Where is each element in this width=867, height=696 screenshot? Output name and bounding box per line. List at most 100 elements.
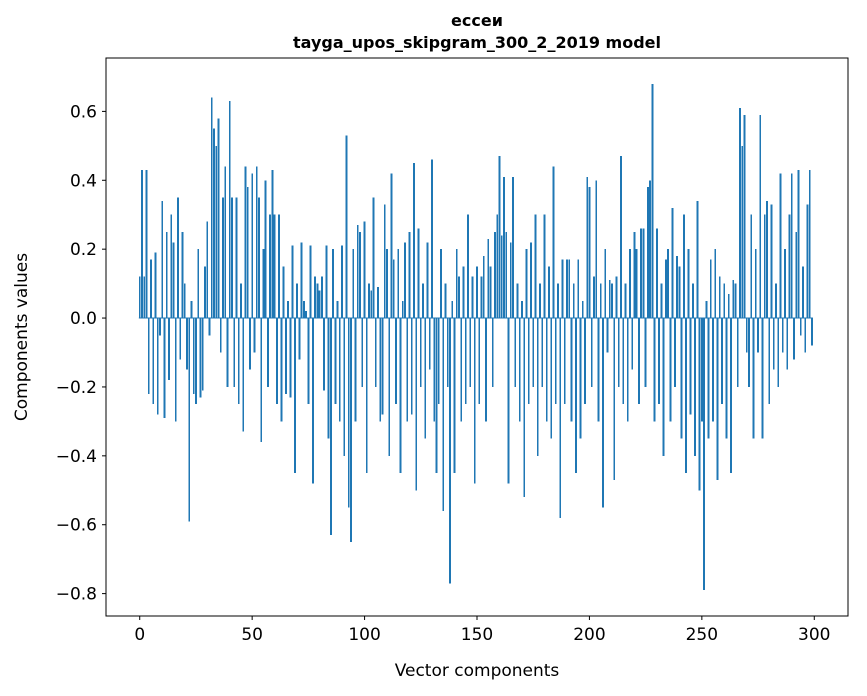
bar <box>597 318 600 422</box>
y-tick-label: 0.2 <box>70 240 97 260</box>
bar <box>568 259 571 319</box>
bar <box>806 204 809 319</box>
bar <box>314 276 317 319</box>
bar <box>678 266 681 319</box>
bar <box>433 318 436 422</box>
y-tick-label: −0.8 <box>56 585 97 605</box>
bar <box>682 214 685 319</box>
bar <box>766 200 768 319</box>
bars <box>138 83 813 591</box>
bar <box>754 249 757 319</box>
bar <box>372 197 375 319</box>
y-tick-label: −0.4 <box>56 447 97 467</box>
bar <box>606 318 609 353</box>
bar <box>703 318 705 591</box>
bar <box>143 276 146 319</box>
bar <box>602 318 604 508</box>
bar <box>235 197 238 319</box>
chart-subtitle: tayga_upos_skipgram_300_2_2019 model <box>293 33 661 52</box>
bar <box>745 318 748 353</box>
bar <box>453 318 456 474</box>
bar <box>505 231 508 319</box>
bar <box>415 318 418 491</box>
bar <box>734 283 737 319</box>
bar <box>599 283 602 319</box>
bar <box>696 200 699 319</box>
bar <box>462 266 465 319</box>
bar <box>660 283 663 319</box>
x-tick-label: 200 <box>573 625 605 645</box>
x-tick-label: 100 <box>348 625 380 645</box>
bar <box>383 204 386 319</box>
bar <box>190 300 193 319</box>
bar <box>138 276 141 319</box>
bar <box>152 318 155 405</box>
bar <box>777 318 780 387</box>
bar <box>222 197 224 319</box>
bar <box>170 214 173 319</box>
bar <box>588 187 591 319</box>
bar <box>635 249 638 319</box>
bar <box>262 249 265 319</box>
bar <box>406 318 409 422</box>
bar <box>611 283 613 319</box>
bar <box>215 145 218 319</box>
bar <box>784 249 786 319</box>
bar <box>500 235 503 319</box>
bar <box>476 266 478 319</box>
bar <box>422 283 424 319</box>
y-tick-label: −0.2 <box>56 378 97 398</box>
bar <box>284 318 287 394</box>
bar <box>208 318 211 336</box>
bar <box>689 318 692 415</box>
bar <box>350 318 352 542</box>
bar <box>226 318 229 387</box>
y-tick-label: 0.4 <box>70 171 97 191</box>
bar <box>455 249 458 319</box>
bar <box>685 318 688 474</box>
bar <box>615 276 618 319</box>
bar <box>566 259 568 319</box>
bar <box>649 180 652 319</box>
chart-title: ессеи <box>451 11 503 30</box>
bar <box>323 318 325 391</box>
bar <box>307 318 310 405</box>
bar <box>514 318 517 387</box>
bar <box>370 290 373 319</box>
bar <box>300 242 303 319</box>
bar <box>770 204 773 319</box>
bar <box>772 318 775 370</box>
bar <box>219 318 222 353</box>
bar <box>687 249 690 319</box>
bar <box>775 283 777 319</box>
bar <box>707 318 710 439</box>
bar <box>725 318 728 439</box>
bar <box>642 228 645 319</box>
bar <box>334 318 337 405</box>
bar <box>586 176 589 319</box>
bar <box>793 318 795 360</box>
bar <box>431 159 433 319</box>
bar <box>401 300 404 319</box>
bar <box>338 318 341 422</box>
bar <box>669 318 672 422</box>
bar <box>658 318 661 405</box>
bar <box>359 231 361 319</box>
bar <box>240 283 242 319</box>
x-tick-label: 0 <box>134 625 145 645</box>
bar <box>723 283 726 319</box>
bar <box>244 166 247 319</box>
bar <box>320 276 323 319</box>
bar <box>332 249 334 319</box>
bar <box>548 266 550 319</box>
y-axis-label: Components values <box>12 253 32 421</box>
bar <box>525 249 528 319</box>
bar <box>282 266 285 319</box>
bar <box>327 318 330 439</box>
bar <box>512 176 514 319</box>
bar <box>224 166 227 319</box>
bar <box>554 318 557 405</box>
bar <box>186 318 188 370</box>
